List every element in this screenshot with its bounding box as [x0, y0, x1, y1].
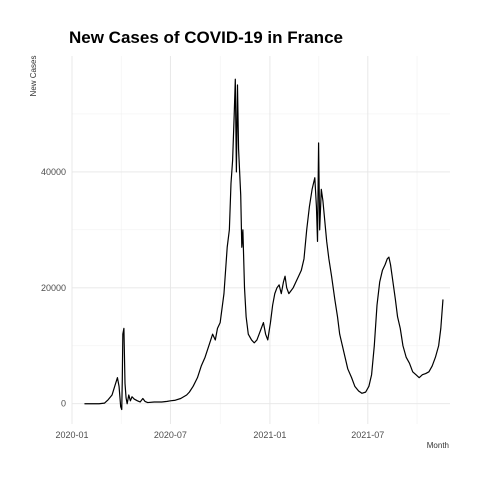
tick-labels: 2020-01 2020-07 2021-01 2021-07 0 20000 40000 [41, 167, 384, 440]
y-tick-label: 20000 [41, 283, 66, 293]
series-layer [84, 78, 444, 411]
series-line [84, 78, 444, 411]
y-tick-label: 40000 [41, 167, 66, 177]
x-axis-label: Month [427, 441, 449, 450]
chart-title: New Cases of COVID-19 in France [69, 28, 343, 47]
x-tick-label: 2021-01 [253, 430, 286, 440]
grid [71, 56, 450, 424]
y-tick-label: 0 [61, 399, 66, 409]
x-tick-label: 2020-07 [154, 430, 187, 440]
y-axis-label: New Cases [29, 56, 38, 97]
x-tick-label: 2021-07 [351, 430, 384, 440]
x-tick-label: 2020-01 [55, 430, 88, 440]
